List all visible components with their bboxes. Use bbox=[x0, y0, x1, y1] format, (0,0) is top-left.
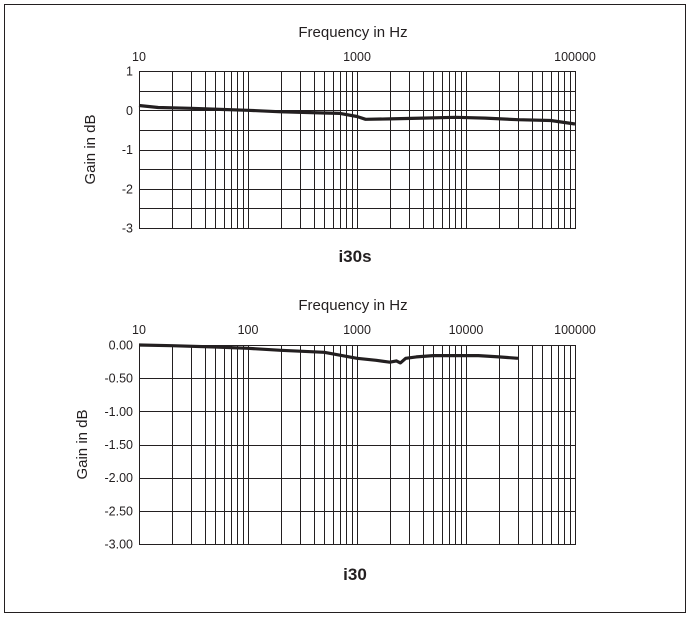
y-tick-label: 1 bbox=[126, 65, 133, 79]
x-tick-label: 1000 bbox=[343, 323, 371, 337]
y-tick-label: -3.00 bbox=[105, 538, 134, 552]
y-tick-label: -2 bbox=[122, 182, 133, 196]
plot-area-border bbox=[139, 345, 576, 545]
x-tick-label: 100000 bbox=[554, 323, 596, 337]
x-tick-label: 100000 bbox=[554, 50, 596, 64]
y-tick-label: -1.50 bbox=[105, 438, 134, 452]
x-tick-label: 10 bbox=[132, 323, 146, 337]
chart-title: i30s bbox=[338, 247, 371, 266]
chart-title: i30 bbox=[343, 565, 367, 584]
y-tick-label: -2.00 bbox=[105, 471, 134, 485]
y-tick-label: -1.00 bbox=[105, 405, 134, 419]
y-tick-label: -2.50 bbox=[105, 504, 134, 518]
x-axis-title: Frequency in Hz bbox=[298, 24, 407, 41]
y-tick-label: -1 bbox=[122, 143, 133, 157]
y-tick-label: -3 bbox=[122, 222, 133, 236]
gain-response-line bbox=[138, 103, 576, 126]
y-tick-label: 0 bbox=[126, 104, 133, 118]
y-tick-label: 0.00 bbox=[109, 339, 133, 353]
gain-response-line bbox=[138, 343, 519, 365]
y-axis-title: Gain in dB bbox=[74, 409, 91, 479]
plot-area-border bbox=[139, 71, 576, 229]
x-tick-label: 1000 bbox=[343, 50, 371, 64]
x-tick-label: 10 bbox=[132, 50, 146, 64]
x-axis-title: Frequency in Hz bbox=[298, 297, 407, 314]
x-tick-label: 100 bbox=[238, 323, 259, 337]
y-axis-title: Gain in dB bbox=[82, 114, 99, 184]
y-tick-label: -0.50 bbox=[105, 372, 134, 386]
x-tick-label: 10000 bbox=[449, 323, 484, 337]
